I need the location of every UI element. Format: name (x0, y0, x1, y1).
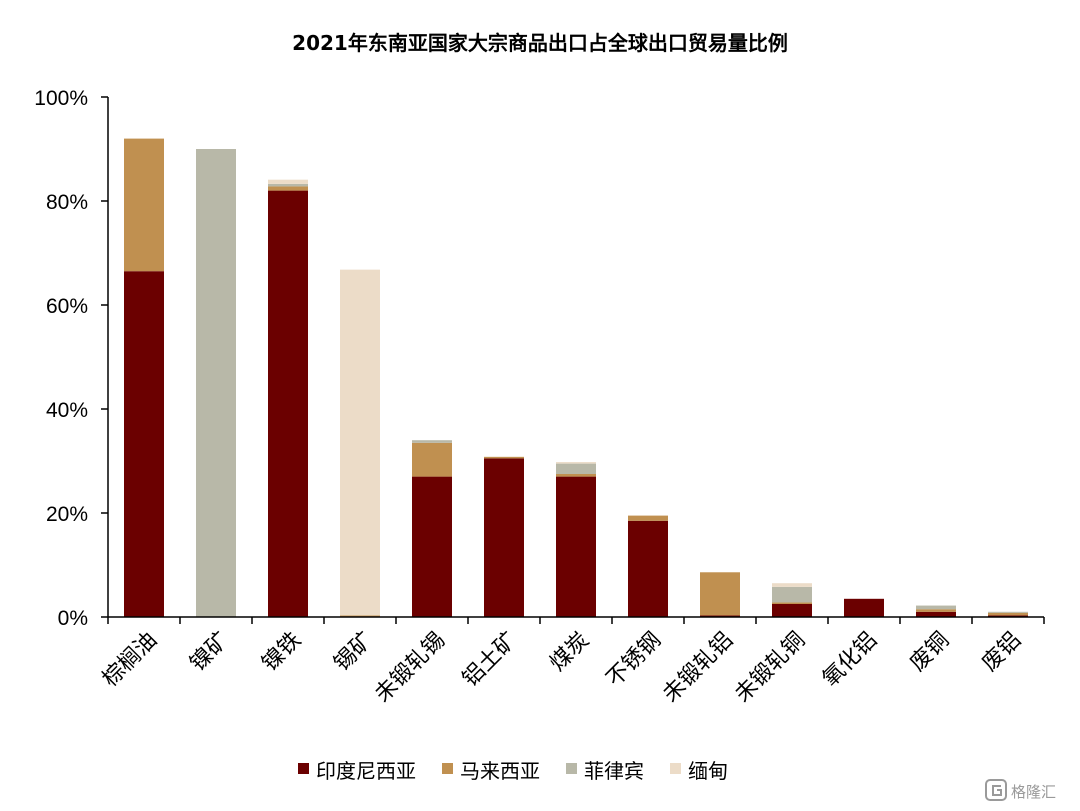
legend-swatch (566, 763, 577, 774)
y-tick-label: 60% (46, 295, 88, 318)
x-tick-label: 镍铁 (257, 628, 306, 677)
bar-segment-12-series-2 (916, 609, 956, 612)
bar-segment-7-series-1 (556, 476, 596, 617)
bar-segment-10-series-1 (772, 604, 812, 617)
y-tick-label: 80% (46, 191, 88, 214)
bar-segment-13-series-1 (988, 615, 1028, 617)
bar-segment-10-series-4 (772, 583, 812, 587)
bar-segment-13-series-2 (988, 612, 1028, 616)
bar-segment-3-series-2 (268, 186, 308, 191)
bar-segment-3-series-4 (268, 179, 308, 184)
bar-segment-9-series-2 (700, 572, 740, 616)
x-tick-label: 镍矿 (185, 628, 234, 677)
bar-segment-6-series-2 (484, 456, 524, 459)
bar-segment-4-series-4 (340, 269, 380, 616)
bar-segment-12-series-1 (916, 611, 956, 617)
watermark-text: 格隆汇 (1011, 783, 1056, 801)
bar-segment-9-series-1 (700, 615, 740, 617)
x-tick-label: 不锈钢 (602, 628, 666, 692)
bar-segment-10-series-2 (772, 602, 812, 604)
bar-segment-13-series-3 (988, 611, 1028, 613)
bar-segment-5-series-1 (412, 476, 452, 617)
bar-segment-8-series-2 (628, 515, 668, 521)
bar-segment-3-series-1 (268, 190, 308, 617)
x-tick-label: 氧化铝 (818, 628, 882, 692)
bar-segment-1-series-2 (124, 138, 164, 272)
bar-segment-7-series-2 (556, 474, 596, 477)
bar-segment-3-series-3 (268, 183, 308, 187)
legend-label: 缅甸 (688, 759, 728, 783)
logo-g-icon (985, 779, 1007, 801)
x-tick-label: 废铝 (977, 628, 1026, 677)
legend-label: 菲律宾 (584, 759, 644, 783)
bars (124, 138, 1028, 617)
x-tick-label: 煤炭 (545, 628, 594, 677)
bar-segment-12-series-3 (916, 605, 956, 610)
bar-segment-5-series-3 (412, 440, 452, 443)
bar-segment-4-series-2 (340, 615, 380, 617)
bar-segment-1-series-1 (124, 271, 164, 617)
legend-swatch (442, 763, 453, 774)
y-tick-label: 20% (46, 503, 88, 526)
watermark: 格隆汇 (985, 779, 1056, 801)
legend-label: 马来西亚 (460, 759, 540, 783)
chart-title: 2021年东南亚国家大宗商品出口占全球出口贸易量比例 (292, 31, 788, 55)
x-tick-label: 未锻轧铜 (730, 628, 810, 708)
bar-segment-6-series-1 (484, 458, 524, 617)
x-tick-label: 未锻轧铝 (658, 628, 738, 708)
bar-segment-7-series-4 (556, 462, 596, 464)
bar-segment-5-series-2 (412, 442, 452, 477)
bar-segment-11-series-1 (844, 598, 884, 617)
bar-segment-8-series-1 (628, 520, 668, 617)
y-tick-label: 0% (58, 607, 88, 630)
y-tick-label: 40% (46, 399, 88, 422)
bar-segment-2-series-3 (196, 149, 236, 617)
y-tick-label: 100% (34, 87, 88, 110)
legend-swatch (670, 763, 681, 774)
x-tick-label: 未锻轧锡 (370, 628, 450, 708)
legend-label: 印度尼西亚 (316, 759, 416, 783)
bar-segment-7-series-3 (556, 463, 596, 474)
x-tick-label: 锡矿 (329, 628, 378, 677)
legend-swatch (298, 763, 309, 774)
x-tick-label: 棕榈油 (98, 628, 162, 692)
x-tick-label: 铝土矿 (458, 628, 522, 692)
bar-segment-10-series-3 (772, 586, 812, 603)
y-axis: 0% 20% 40% 60% 80% 100% (34, 87, 109, 630)
legend: 印度尼西亚 马来西亚 菲律宾 缅甸 (298, 759, 728, 783)
x-tick-label: 废铜 (905, 628, 954, 677)
